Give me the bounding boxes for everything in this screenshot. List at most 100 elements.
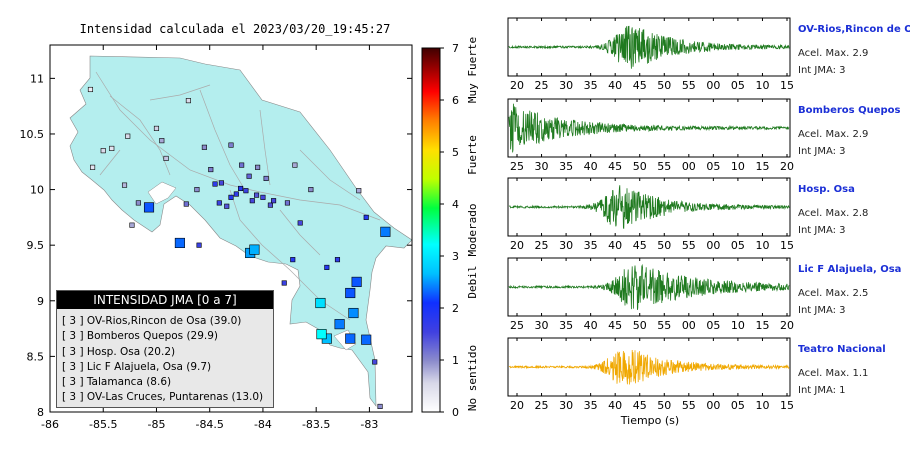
waveform-panel: 25 30 35 40 45 50 55 00 05 10 15 20 [507,257,794,332]
station-marker [356,188,362,194]
waveform-tick-label: 10 [731,160,745,173]
station-marker [228,194,234,200]
waveform-tick-label: 10 [731,319,745,332]
station-marker [201,144,207,150]
station-marker [233,191,239,197]
station-marker [185,98,191,104]
waveform-panel: 20 25 30 35 40 45 50 55 00 05 10 15 [507,17,794,92]
peak-acceleration: Acel. Max. 2.9 [798,129,869,140]
waveform-tick-label: 35 [584,399,598,412]
waveform-tick-label: 35 [559,160,573,173]
map-xtick-label: -85.5 [89,418,117,431]
waveform-tick-label: 55 [682,239,696,252]
waveform-tick-label: 30 [559,79,573,92]
waveform-tick-label: 55 [682,79,696,92]
station-marker [153,125,160,131]
station-name: Teatro Nacional [798,344,886,355]
waveform-tick-label: 00 [706,239,720,252]
station-marker [109,145,115,151]
station-marker [284,200,290,206]
peak-acceleration: Acel. Max. 2.5 [798,288,869,299]
waveform-tick-label: 35 [584,79,598,92]
colorbar [421,47,441,413]
legend-item: [ 3 ] Bomberos Quepos (29.9) [62,330,219,343]
colorbar-tick-label: 7 [452,42,459,55]
waveform-tick-label: 40 [608,79,622,92]
station-marker [129,222,135,228]
station-marker [263,175,269,182]
legend-item: [ 3 ] OV-Rios,Rincon de Osa (39.0) [62,315,242,327]
waveform-tick-label: 05 [731,239,745,252]
station-marker [292,162,298,168]
waveform-tick-label: 25 [510,319,524,332]
waveform-tick-label: 20 [780,319,794,332]
waveform-tick-label: 50 [657,79,671,92]
jma-intensity: Int JMA: 3 [798,225,846,236]
station-name: Lic F Alajuela, Osa [798,264,902,275]
waveform-tick-label: 40 [584,319,598,332]
waveform-tick-label: 45 [608,160,622,173]
legend-item: [ 3 ] Lic F Alajuela, Osa (9.7) [62,360,212,373]
station-marker [334,319,345,330]
station-marker [90,164,96,170]
waveform-tick-label: 45 [608,319,622,332]
map-ytick-label: 8.5 [27,350,45,363]
waveform-tick-label: 40 [608,399,622,412]
waveform-tick-label: 55 [657,160,671,173]
station-marker [348,307,359,319]
station-marker [316,329,327,340]
station-marker [372,359,378,365]
station-marker [254,192,260,198]
waveform-tick-label: 20 [510,239,524,252]
station-marker [249,244,260,255]
waveform-tick-label: 10 [755,239,769,252]
station-marker [163,155,169,161]
waveform-tick-label: 15 [780,79,794,92]
jma-intensity: Int JMA: 3 [798,305,846,316]
station-marker [121,182,128,188]
station-marker [218,180,224,186]
station-marker [216,200,222,206]
waveform-tick-label: 20 [780,160,794,173]
waveform-xlabel: Tiempo (s) [620,414,680,427]
colorbar-tick-label: 3 [452,250,459,263]
station-marker [183,201,189,207]
station-marker [334,257,341,263]
map-title: Intensidad calculada el 2023/03/20_19:45… [79,22,391,36]
waveform-panel: 25 30 35 40 45 50 55 00 05 10 15 20 [507,98,794,173]
colorbar-tick-label: 4 [452,198,459,211]
station-name: OV-Rios,Rincon de Osa [798,24,910,35]
colorbar-tick-label: 2 [452,302,459,315]
map-ytick-label: 9.5 [27,239,45,252]
colorbar-category-label: Fuerte [466,135,479,175]
waveform-tick-label: 00 [682,160,696,173]
waveform-tick-label: 05 [706,160,720,173]
peak-acceleration: Acel. Max. 1.1 [798,368,869,379]
waveform-tick-label: 55 [657,319,671,332]
colorbar-category-label: Muy Fuerte [466,37,479,103]
station-marker [135,200,141,206]
station-marker [243,188,249,194]
map-ytick-label: 8 [37,406,44,419]
map-xtick-label: -86 [41,418,59,431]
station-marker [324,264,330,270]
station-marker [125,133,131,139]
legend-title: INTENSIDAD JMA [0 a 7] [57,291,273,309]
legend-item: [ 3 ] Hosp. Osa (20.2) [62,345,176,358]
station-marker [377,403,383,409]
station-marker [297,220,303,226]
jma-intensity: Int JMA: 3 [798,65,846,76]
waveform-tick-label: 55 [682,399,696,412]
station-name: Bomberos Quepos [798,105,901,116]
waveform-tick-label: 50 [633,319,647,332]
waveform-tick-label: 25 [535,239,549,252]
waveform-tick-label: 20 [510,399,524,412]
waveform-tick-label: 15 [780,399,794,412]
map-xtick-label: -83.5 [302,418,330,431]
waveform-tick-label: 40 [608,239,622,252]
waveform-tick-label: 40 [584,160,598,173]
waveform-tick-label: 00 [706,79,720,92]
station-marker [363,214,369,220]
station-marker [246,173,252,179]
waveform-tick-label: 00 [682,319,696,332]
